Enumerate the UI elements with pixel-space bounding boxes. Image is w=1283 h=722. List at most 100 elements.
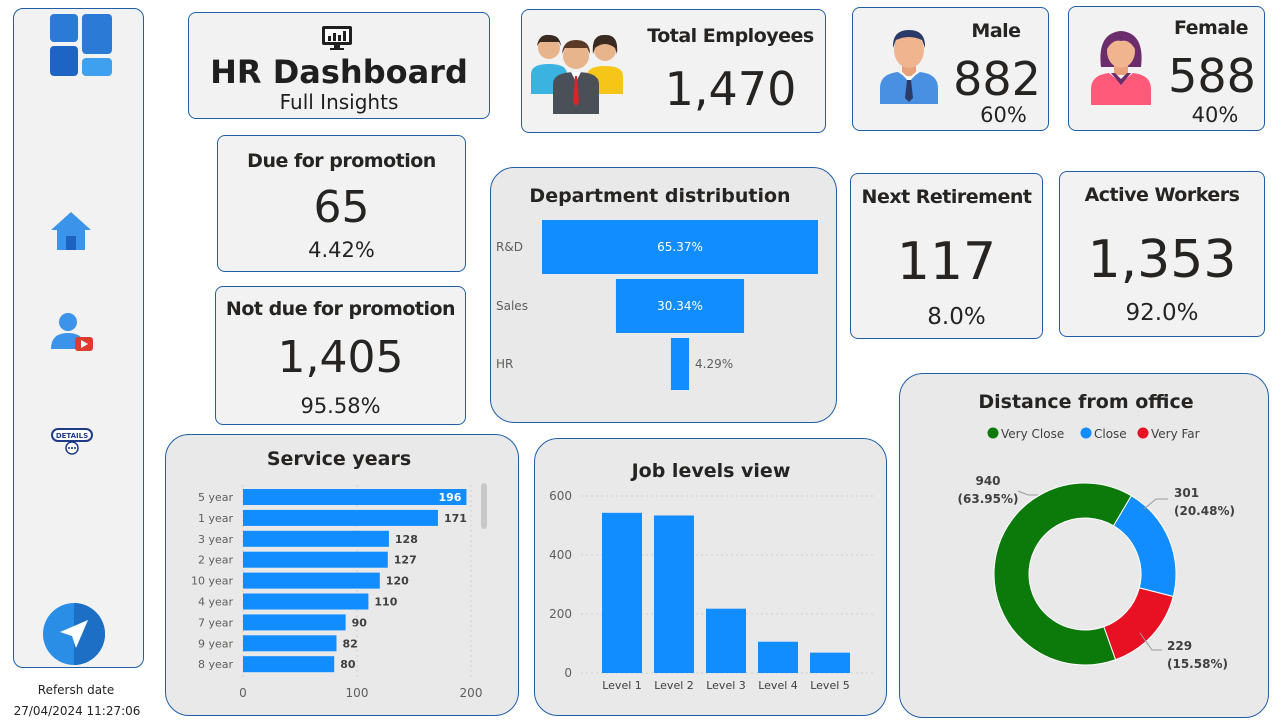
department-bar[interactable] — [670, 338, 690, 390]
department-category-label: HR — [496, 357, 513, 371]
service-years-category-label: 7 year — [198, 616, 234, 629]
distance-chart-title: Distance from office — [978, 391, 1193, 413]
due-promotion-percent: 4.42% — [308, 238, 375, 262]
distance-legend-marker — [1137, 427, 1149, 439]
service-years-x-tick: 200 — [460, 686, 483, 700]
send-button[interactable] — [42, 602, 106, 666]
due-promotion-label: Due for promotion — [247, 150, 436, 172]
service-years-bar[interactable] — [243, 614, 346, 631]
active-workers-percent: 92.0% — [1125, 300, 1199, 326]
department-category-label: Sales — [496, 299, 528, 313]
distance-legend-marker — [1080, 427, 1092, 439]
service-years-category-label: 5 year — [198, 491, 234, 504]
sidebar: DETAILS — [13, 8, 144, 668]
page-subtitle: Full Insights — [279, 90, 399, 114]
job-levels-bar[interactable] — [706, 608, 746, 673]
male-value: 882 — [953, 52, 1041, 106]
service-years-bar[interactable] — [243, 551, 388, 568]
service-years-category-label: 8 year — [198, 658, 234, 671]
distance-slice[interactable] — [993, 482, 1133, 666]
distance-legend-label[interactable]: Very Far — [1151, 427, 1200, 441]
job-levels-y-tick: 400 — [549, 548, 572, 562]
job-levels-title: Job levels view — [630, 460, 791, 482]
service-years-x-tick: 100 — [346, 686, 369, 700]
header-card: HR Dashboard Full Insights — [188, 12, 490, 119]
female-value: 588 — [1168, 49, 1256, 103]
distance-leader-line — [1143, 498, 1168, 510]
service-years-category-label: 2 year — [198, 554, 234, 567]
department-chart: Department distribution R&D 65.37% Sales 30… — [496, 185, 818, 390]
job-levels-y-tick: 200 — [549, 607, 572, 621]
team-icon — [527, 30, 625, 114]
service-years-title: Service years — [267, 448, 411, 470]
distance-legend-marker — [987, 427, 999, 439]
job-levels-bar[interactable] — [758, 641, 798, 673]
male-card: Male 882 60% — [852, 7, 1049, 131]
user-video-icon[interactable] — [49, 311, 95, 355]
service-years-bar[interactable] — [243, 489, 467, 505]
service-years-category-label: 4 year — [198, 596, 234, 609]
female-label: Female — [1173, 17, 1249, 39]
distance-legend-label[interactable]: Close — [1094, 427, 1127, 441]
job-levels-y-tick: 600 — [549, 489, 572, 503]
service-years-bar[interactable] — [243, 635, 337, 652]
analytics-monitor-icon — [321, 25, 353, 51]
job-levels-bar[interactable] — [654, 515, 694, 673]
department-category-label: R&D — [496, 240, 523, 254]
distance-value-label: 229 — [1167, 639, 1192, 653]
total-employees-label: Total Employees — [647, 25, 814, 47]
service-years-data-label: 120 — [386, 575, 409, 588]
job-levels-chart: Job levels view 0 200 400 600 Level 1 Level … — [549, 460, 875, 692]
due-promotion-card: Due for promotion 65 4.42% — [217, 135, 466, 272]
department-bar[interactable] — [542, 220, 818, 274]
distance-slice[interactable] — [1103, 587, 1174, 661]
department-chart-title: Department distribution — [529, 185, 790, 207]
total-employees-value: 1,470 — [664, 62, 797, 116]
department-data-label: 4.29% — [695, 357, 733, 371]
next-retirement-label: Next Retirement — [861, 186, 1032, 208]
service-years-category-label: 10 year — [191, 575, 234, 588]
service-years-data-label: 128 — [395, 533, 418, 546]
not-due-promotion-label: Not due for promotion — [225, 298, 456, 320]
female-avatar-icon — [1089, 27, 1153, 105]
page-title: HR Dashboard — [210, 53, 468, 91]
due-promotion-value: 65 — [313, 182, 370, 233]
total-employees-card: Total Employees 1,470 — [521, 9, 826, 133]
service-years-x-tick: 0 — [239, 686, 247, 700]
service-years-bar[interactable] — [243, 530, 389, 547]
not-due-promotion-value: 1,405 — [277, 332, 404, 383]
next-retirement-percent: 8.0% — [927, 304, 986, 330]
male-avatar-icon — [878, 28, 940, 104]
job-levels-category-label: Level 1 — [602, 679, 642, 692]
service-years-data-label: 127 — [394, 554, 417, 567]
next-retirement-value: 117 — [896, 232, 997, 292]
distance-legend-label[interactable]: Very Close — [1001, 427, 1064, 441]
service-years-scrollbar[interactable] — [481, 483, 487, 529]
service-years-category-label: 3 year — [198, 533, 234, 546]
job-levels-category-label: Level 2 — [654, 679, 694, 692]
active-workers-card: Active Workers 1,353 92.0% — [1059, 171, 1265, 337]
service-years-bar[interactable] — [243, 593, 369, 610]
male-percent: 60% — [980, 103, 1027, 127]
female-percent: 40% — [1191, 103, 1239, 127]
job-levels-category-label: Level 5 — [810, 679, 850, 692]
male-label: Male — [971, 20, 1021, 42]
service-years-data-label: 82 — [342, 637, 357, 650]
service-years-card: Service years 0 100 200 5 year 196 1 year 171… — [165, 434, 519, 716]
service-years-bar[interactable] — [243, 656, 335, 673]
department-data-label: 65.37% — [657, 240, 703, 254]
service-years-bar[interactable] — [243, 572, 380, 589]
service-years-bar[interactable] — [243, 509, 438, 526]
job-levels-bar[interactable] — [810, 652, 850, 673]
details-icon[interactable]: DETAILS — [50, 427, 94, 457]
department-data-label: 30.34% — [657, 299, 703, 313]
service-years-data-label: 171 — [444, 512, 467, 525]
department-bar[interactable] — [615, 279, 745, 333]
distance-percent-label: (20.48%) — [1174, 504, 1235, 518]
job-levels-y-tick: 0 — [564, 666, 572, 680]
app-logo-icon — [50, 14, 112, 76]
distance-chart: Distance from office Very Close Close Very… — [958, 391, 1235, 671]
home-icon[interactable] — [49, 209, 93, 253]
job-levels-bar[interactable] — [602, 512, 642, 673]
department-chart-card: Department distribution R&D 65.37% Sales 30… — [490, 167, 837, 423]
